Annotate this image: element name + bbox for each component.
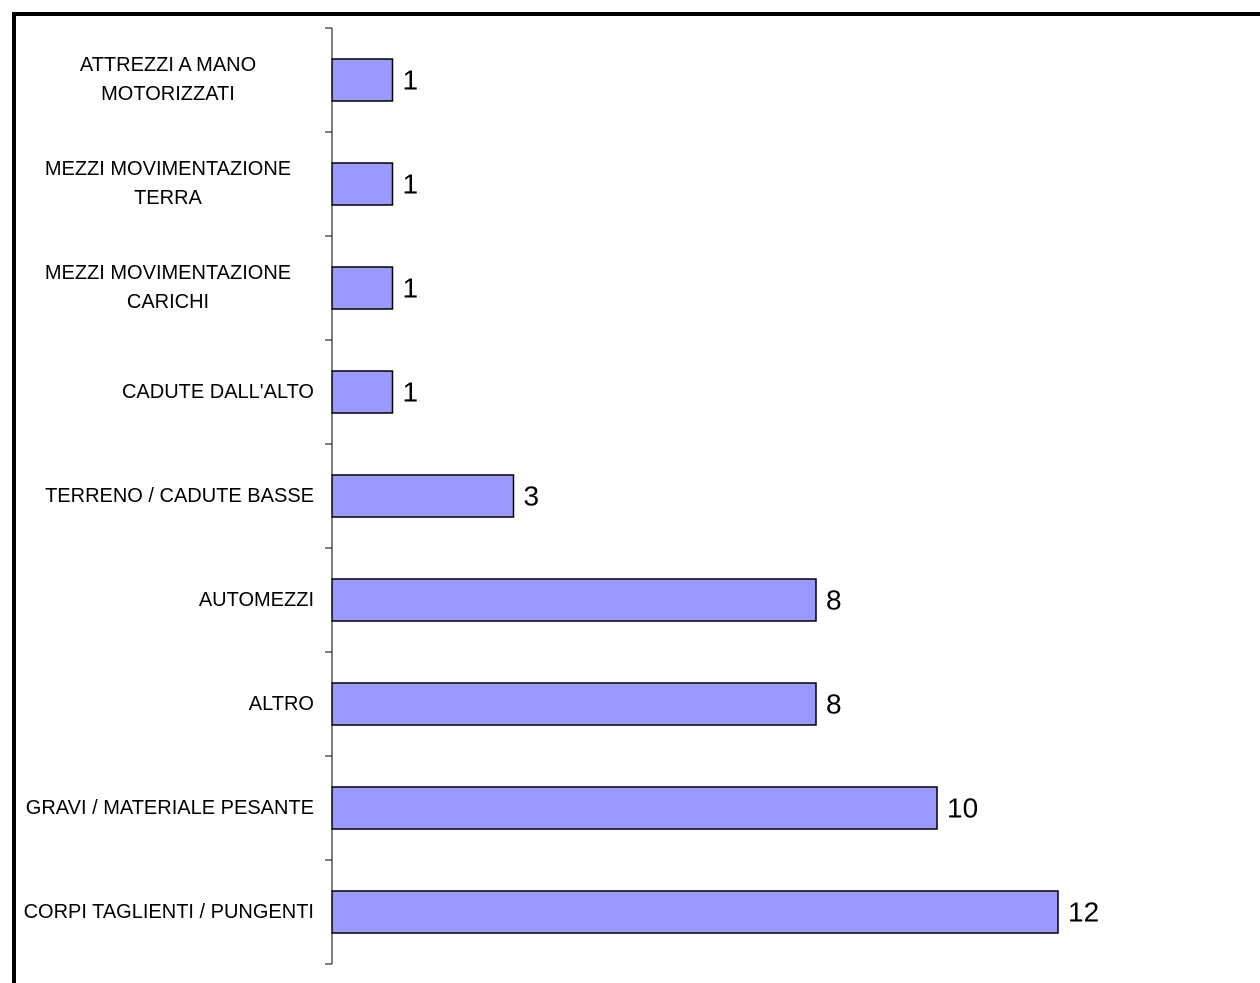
category-label: MEZZI MOVIMENTAZIONE CARICHI (44, 262, 292, 313)
frame (12, 12, 1260, 983)
category-label-box: CADUTE DALL'ALTO (20, 352, 314, 432)
data-label: 1 (403, 376, 419, 407)
bar (331, 474, 515, 518)
bar (331, 266, 394, 310)
bar (331, 162, 394, 206)
category-label: GRAVI / MATERIALE PESANTE (25, 796, 314, 819)
category-label-box: TERRENO / CADUTE BASSE (20, 456, 314, 536)
bar (331, 890, 1059, 934)
category-label-box: MEZZI MOVIMENTAZIONE CARICHI (20, 248, 314, 328)
data-label: 8 (826, 584, 842, 615)
data-label: 1 (403, 168, 419, 199)
bar (331, 682, 817, 726)
bar (331, 786, 938, 830)
bar (331, 578, 817, 622)
category-label-box: ALTRO (20, 664, 314, 744)
data-label: 8 (826, 688, 842, 719)
category-label-box: AUTOMEZZI (20, 560, 314, 640)
category-label: AUTOMEZZI (198, 588, 314, 611)
category-label: ALTRO (248, 692, 314, 715)
data-label: 1 (403, 272, 419, 303)
category-label: TERRENO / CADUTE BASSE (45, 484, 314, 507)
data-label: 10 (947, 792, 978, 823)
category-label: CADUTE DALL'ALTO (121, 380, 314, 403)
data-label: 12 (1068, 896, 1099, 927)
data-label: 1 (403, 64, 419, 95)
category-label: CORPI TAGLIENTI / PUNGENTI (23, 900, 314, 923)
category-label-box: GRAVI / MATERIALE PESANTE (20, 768, 314, 848)
category-label-box: ATTREZZI A MANO MOTORIZZATI (20, 40, 314, 120)
category-label: MEZZI MOVIMENTAZIONE TERRA (44, 158, 292, 209)
category-label-box: CORPI TAGLIENTI / PUNGENTI (20, 872, 314, 952)
category-label-box: MEZZI MOVIMENTAZIONE TERRA (20, 144, 314, 224)
bar (331, 58, 394, 102)
bar (331, 370, 394, 414)
category-label: ATTREZZI A MANO MOTORIZZATI (79, 54, 257, 105)
data-label: 3 (524, 480, 540, 511)
